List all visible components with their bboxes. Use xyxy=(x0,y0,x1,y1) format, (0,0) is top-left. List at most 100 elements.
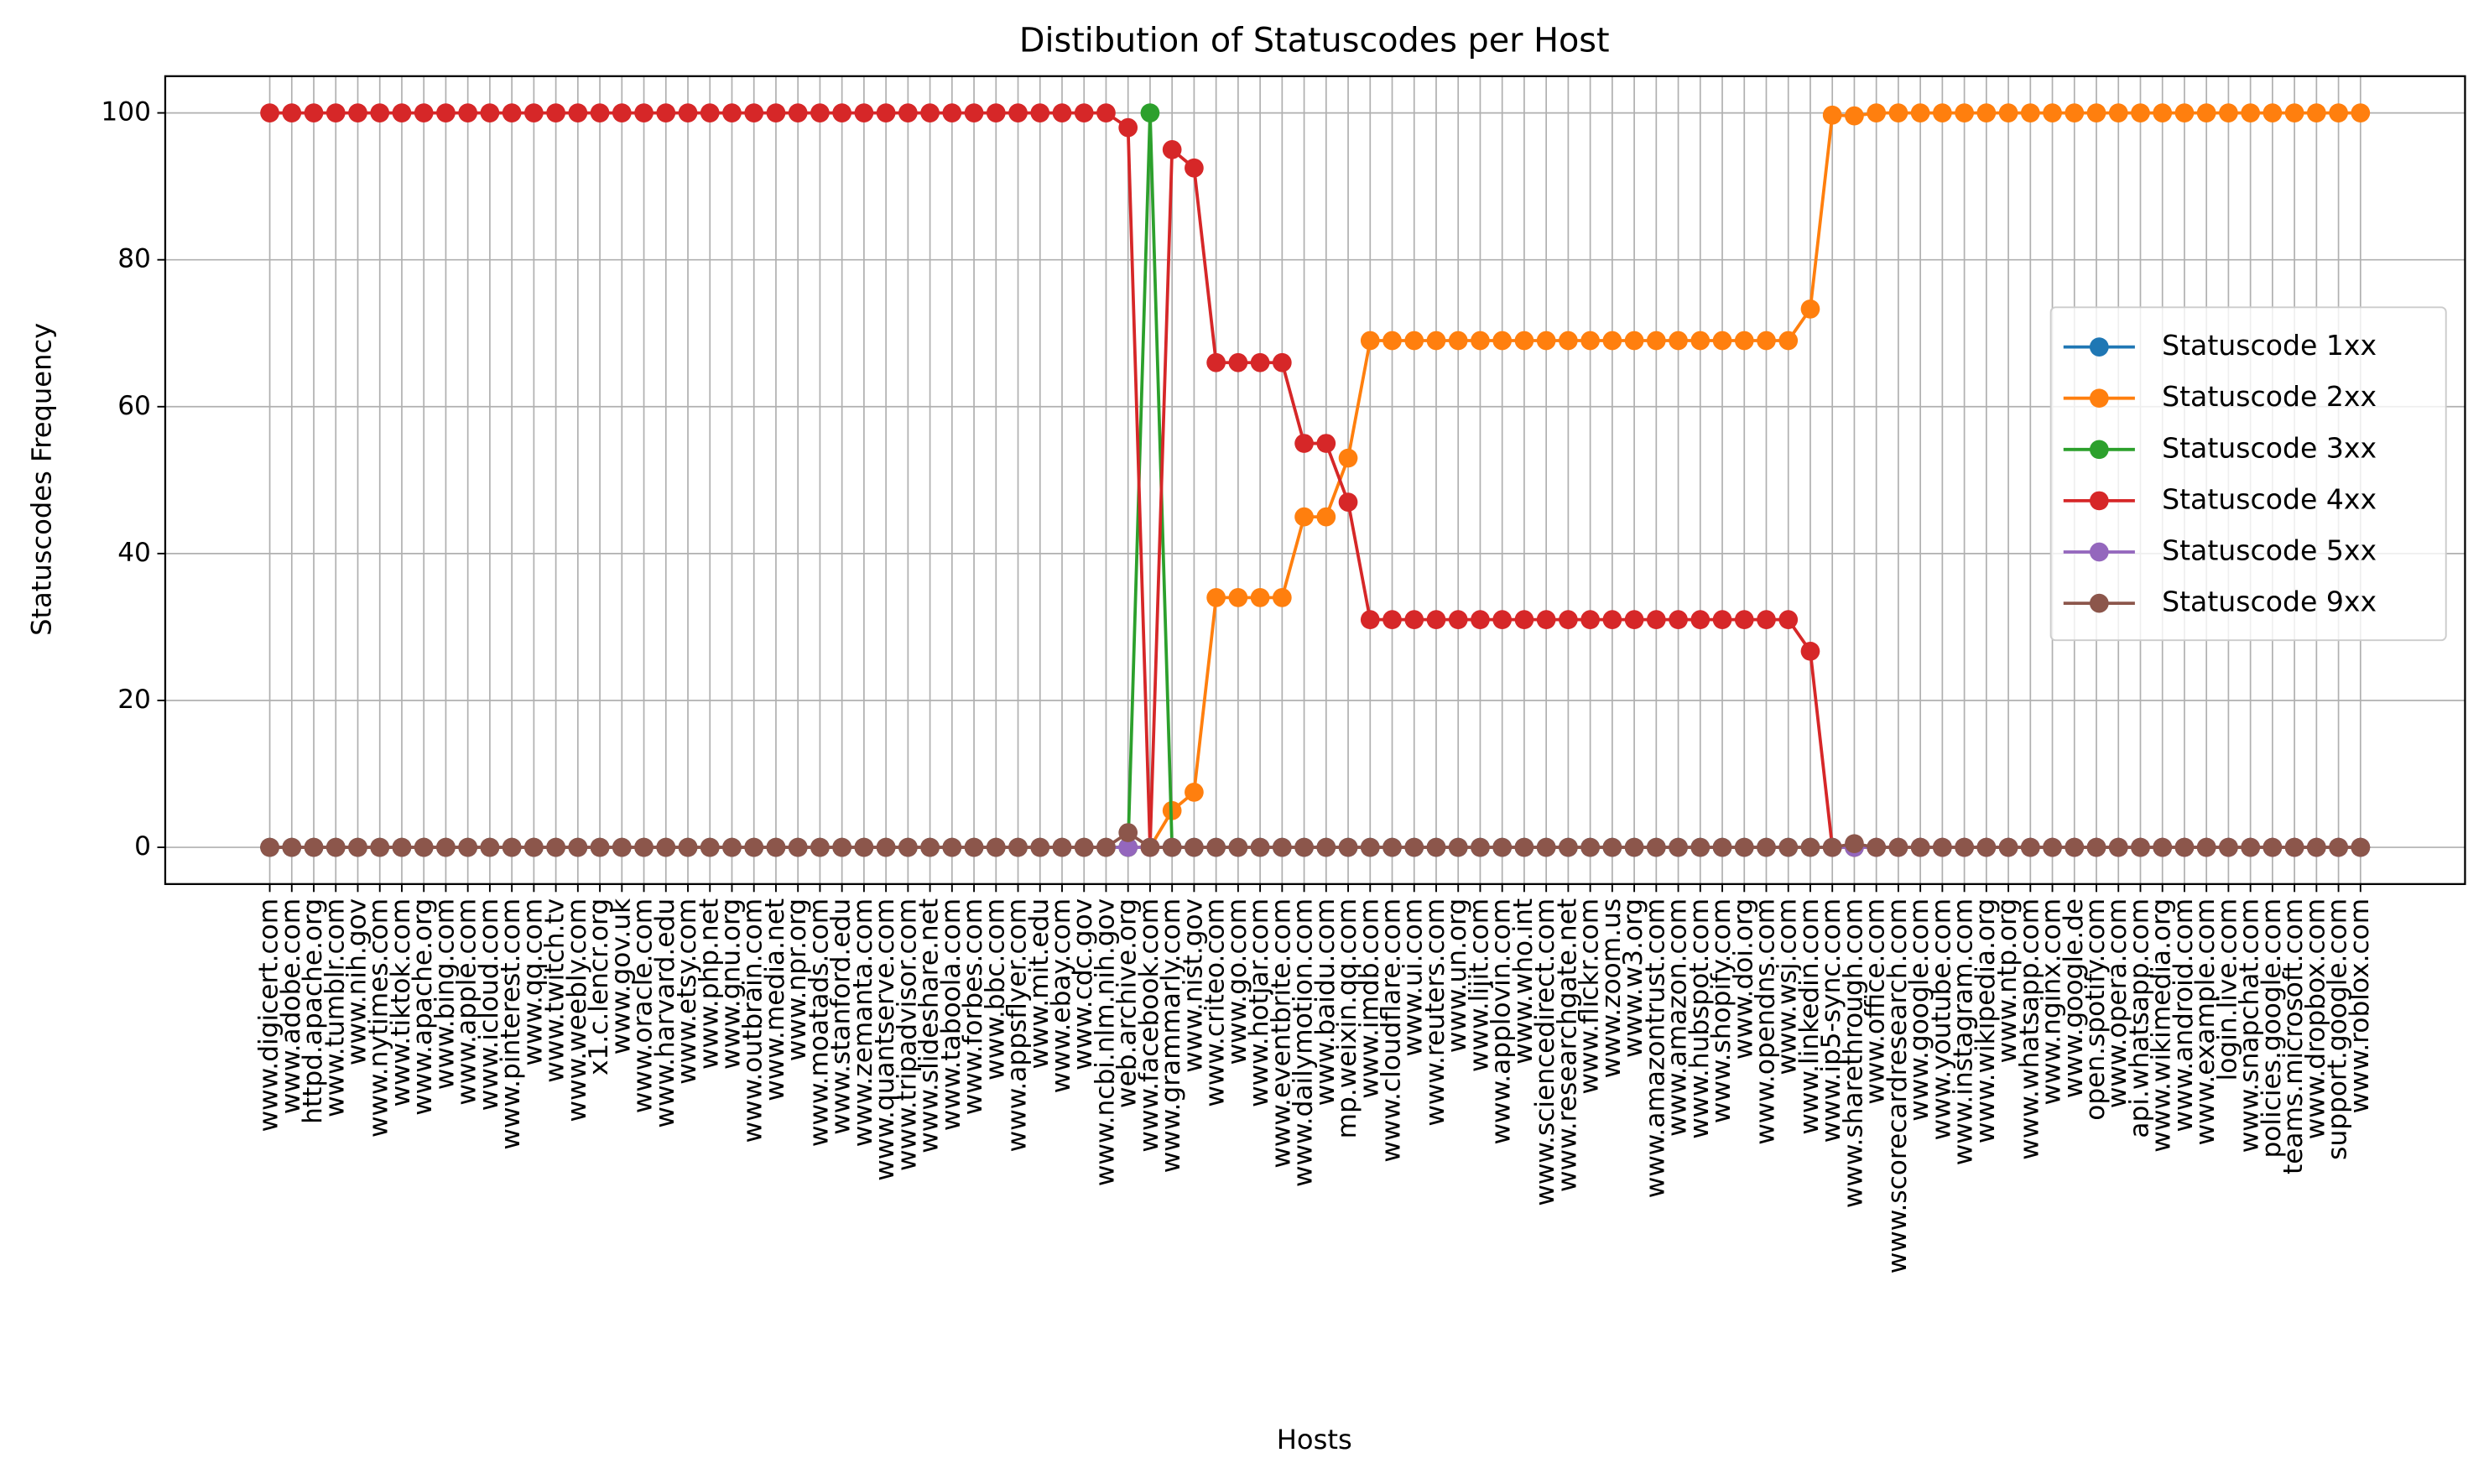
x-tick-label: www.npr.org xyxy=(782,898,812,1061)
data-point xyxy=(1559,331,1578,351)
x-tick-label: www.dailymotion.com xyxy=(1289,898,1319,1187)
data-point xyxy=(2284,103,2304,122)
x-tick-label: support.google.com xyxy=(2323,898,2353,1160)
data-point xyxy=(348,103,367,122)
x-tick-label: www.ntp.org xyxy=(1992,898,2023,1064)
x-tick-label: www.doi.org xyxy=(1728,898,1758,1060)
data-point xyxy=(1976,103,1997,122)
data-point xyxy=(1448,331,1468,351)
data-point xyxy=(1185,158,1204,178)
x-tick-label: www.w3.org xyxy=(1618,898,1648,1058)
data-point xyxy=(832,103,852,122)
data-point xyxy=(1404,610,1424,630)
data-point xyxy=(1757,610,1776,630)
data-point xyxy=(260,103,279,122)
data-point xyxy=(1426,331,1446,351)
x-tick-label: open.spotify.com xyxy=(2080,898,2111,1121)
data-point xyxy=(1580,610,1600,630)
data-point xyxy=(2174,103,2195,122)
data-point xyxy=(1185,783,1204,802)
data-point xyxy=(1602,331,1622,351)
data-point xyxy=(1206,352,1226,372)
data-point xyxy=(480,103,500,122)
data-point xyxy=(1206,588,1226,607)
data-point xyxy=(2329,837,2348,857)
x-tick-label: www.roblox.com xyxy=(2345,898,2375,1113)
data-point xyxy=(2174,837,2195,857)
data-point xyxy=(1096,837,1116,857)
x-tick-label: www.hubspot.com xyxy=(1685,898,1715,1139)
x-tick-label: web.archive.org xyxy=(1112,898,1143,1108)
x-tick-label: www.hotjar.com xyxy=(1244,898,1274,1107)
data-point xyxy=(1734,610,1754,630)
data-point xyxy=(2086,103,2106,122)
data-point xyxy=(1030,103,1050,122)
data-point xyxy=(810,103,830,122)
legend-label: Statuscode 4xx xyxy=(2162,482,2377,515)
data-point xyxy=(2108,103,2128,122)
x-tick-label: www.etsy.com xyxy=(672,898,702,1085)
data-point xyxy=(1448,610,1468,630)
x-tick-label: www.wikimedia.org xyxy=(2147,898,2177,1153)
data-point xyxy=(1822,837,1842,857)
x-tick-label: www.flickr.com xyxy=(1575,898,1605,1095)
data-point xyxy=(1602,610,1622,630)
data-point xyxy=(325,837,346,857)
data-point xyxy=(1690,837,1711,857)
x-tick-label: www.icloud.com xyxy=(474,898,504,1111)
x-tick-label: www.wsj.com xyxy=(1773,898,1803,1075)
data-point xyxy=(2262,837,2283,857)
data-point xyxy=(744,837,764,857)
legend-marker xyxy=(2089,337,2109,357)
data-point xyxy=(612,103,632,122)
data-point xyxy=(766,103,786,122)
data-point xyxy=(1360,837,1380,857)
x-tick-label: www.adobe.com xyxy=(276,898,306,1114)
data-point xyxy=(1382,610,1402,630)
x-axis-label: Hosts xyxy=(1277,1424,1352,1455)
x-tick-label: www.bbc.com xyxy=(980,898,1010,1080)
legend-marker xyxy=(2089,388,2109,409)
x-tick-label: www.applovin.com xyxy=(1487,898,1517,1145)
data-point xyxy=(1933,103,1952,122)
data-point xyxy=(832,837,852,857)
x-tick-label: www.sciencedirect.com xyxy=(1530,898,1560,1206)
x-tick-label: teams.microsoft.com xyxy=(2278,898,2309,1174)
data-point xyxy=(1514,837,1534,857)
y-tick-label: 40 xyxy=(117,538,151,568)
x-tick-label: www.example.com xyxy=(2190,898,2221,1145)
data-point xyxy=(1228,588,1248,607)
x-tick-label: www.google.de xyxy=(2059,898,2089,1098)
y-tick-label: 20 xyxy=(117,685,151,715)
data-point xyxy=(2020,103,2040,122)
data-point xyxy=(1690,610,1711,630)
data-point xyxy=(700,103,720,122)
x-tick-label: www.digicert.com xyxy=(254,898,284,1133)
data-point xyxy=(2241,103,2260,122)
x-tick-label: www.nytimes.com xyxy=(364,898,394,1138)
x-tick-label: www.bing.com xyxy=(430,898,460,1090)
x-tick-label: www.amazon.com xyxy=(1663,898,1693,1137)
data-point xyxy=(1559,837,1578,857)
x-tick-label: www.tiktok.com xyxy=(386,898,416,1107)
x-tick-label: www.cdc.gov xyxy=(1068,898,1098,1070)
data-point xyxy=(1712,331,1732,351)
data-point xyxy=(1976,837,1997,857)
data-point xyxy=(612,837,632,857)
data-point xyxy=(502,837,522,857)
data-point xyxy=(2020,837,2040,857)
data-point xyxy=(854,103,874,122)
data-point xyxy=(1580,331,1600,351)
data-point xyxy=(2065,103,2085,122)
data-point xyxy=(2284,837,2304,857)
data-point xyxy=(1800,641,1820,661)
legend-box xyxy=(2049,306,2447,642)
data-point xyxy=(1250,352,1270,372)
data-point xyxy=(1845,106,1864,126)
data-point xyxy=(436,103,456,122)
x-tick-label: httpd.apache.org xyxy=(298,898,328,1124)
data-point xyxy=(1712,837,1732,857)
x-tick-label: www.go.com xyxy=(1222,898,1252,1065)
data-point xyxy=(1514,610,1534,630)
